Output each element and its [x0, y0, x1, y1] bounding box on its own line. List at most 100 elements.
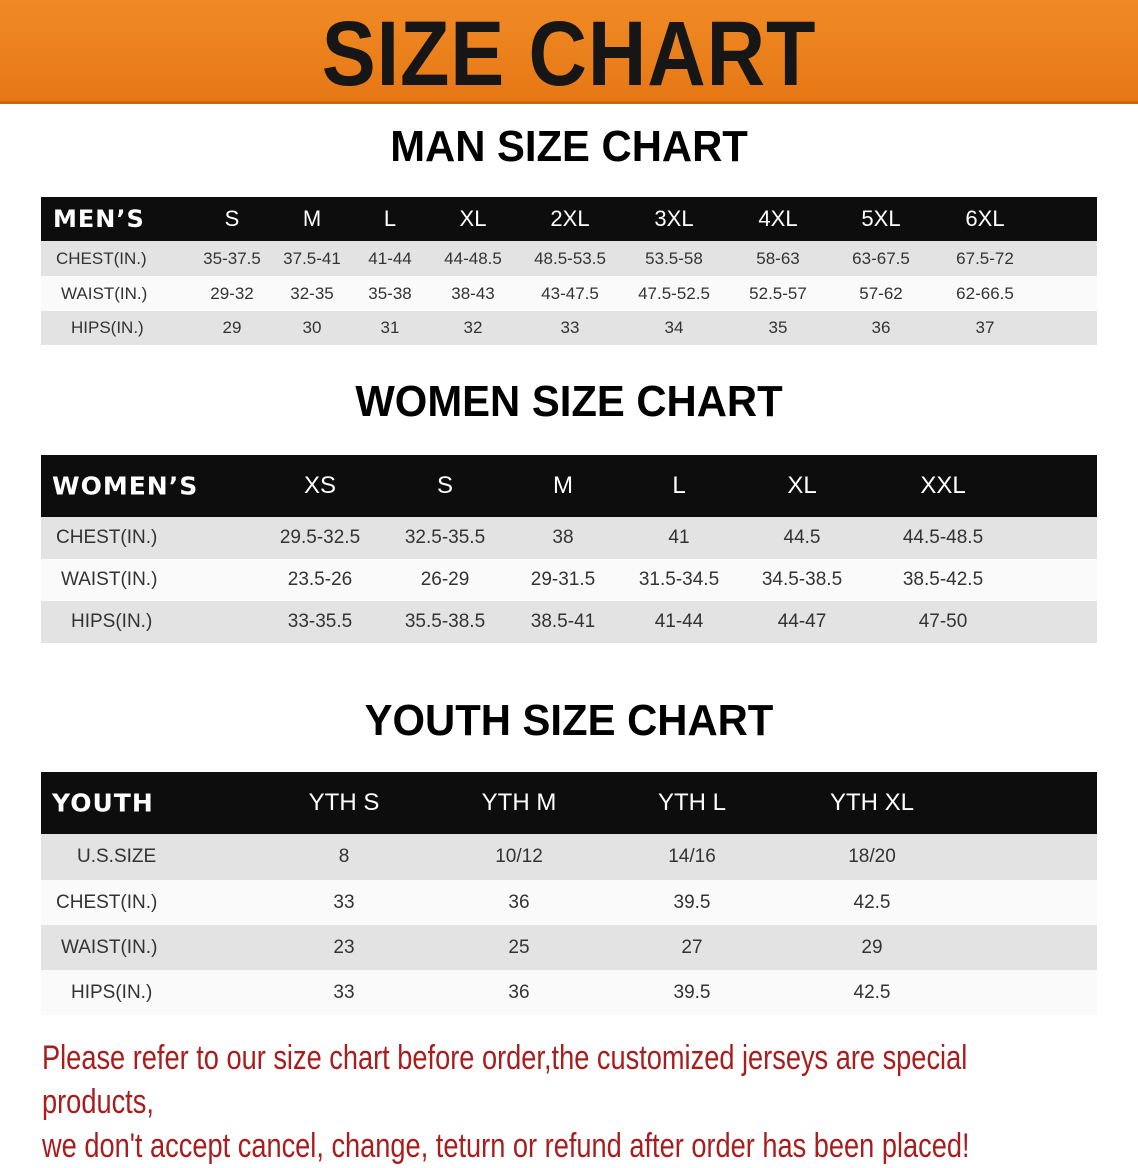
measurement-cell: 67.5-72	[956, 248, 1014, 268]
row-label: HIPS(IN.)	[71, 611, 153, 632]
measurement-cell: 33	[333, 891, 355, 913]
measurement-cell: 27	[681, 936, 703, 958]
measurement-cell: 42.5	[853, 891, 891, 913]
row-label: U.S.SIZE	[77, 846, 157, 867]
table-row: CHEST(IN.) 29.5-32.5 32.5-35.5 38 41 44.5 44.5…	[41, 517, 1097, 559]
table-header-row: MEN’S S M L XL 2XL 3XL 4XL 5XL 6XL	[41, 197, 1097, 241]
measurement-cell: 33	[333, 981, 355, 1003]
row-label: CHEST(IN.)	[56, 248, 147, 268]
measurement-cell: 29.5-32.5	[279, 527, 361, 548]
size-column-header: 3XL	[654, 206, 694, 231]
size-column-header: L	[383, 206, 397, 231]
size-column-header: S	[436, 472, 454, 499]
table-category-label: MEN’S	[53, 205, 145, 233]
measurement-cell: 37	[975, 318, 995, 337]
order-notice: Please refer to our size chart before or…	[42, 1036, 1082, 1168]
size-column-header: 6XL	[965, 206, 1005, 231]
size-column-header: 4XL	[758, 206, 798, 231]
table-row: HIPS(IN.) 29 30 31 32 33 34 35 36 37	[41, 311, 1097, 345]
measurement-cell: 63-67.5	[852, 248, 910, 268]
measurement-cell: 29	[222, 318, 242, 337]
measurement-cell: 36	[871, 318, 891, 337]
measurement-cell: 43-47.5	[541, 283, 599, 303]
measurement-cell: 52.5-57	[749, 283, 807, 303]
banner: SIZE CHART	[0, 0, 1138, 105]
size-column-header: XS	[303, 472, 337, 499]
measurement-cell: 48.5-53.5	[534, 248, 606, 268]
size-column-header: M	[553, 472, 573, 499]
size-column-header: XXL	[920, 472, 966, 499]
men-section-title: MAN SIZE CHART	[390, 122, 748, 171]
measurement-cell: 32.5-35.5	[404, 527, 486, 548]
size-column-header: YTH S	[308, 789, 380, 816]
measurement-cell: 29	[861, 936, 883, 958]
size-column-header: YTH XL	[829, 789, 915, 816]
measurement-cell: 8	[338, 846, 350, 867]
women-section-title: WOMEN SIZE CHART	[355, 377, 783, 426]
youth-size-table: YOUTH YTH S YTH M YTH L YTH XL U.S.SIZE 8 10/12…	[41, 772, 1097, 1015]
measurement-cell: 44.5-48.5	[902, 527, 984, 548]
size-column-header: 2XL	[550, 206, 590, 231]
measurement-cell: 10/12	[495, 846, 543, 867]
measurement-cell: 41-44	[368, 248, 412, 268]
row-label: HIPS(IN.)	[71, 318, 144, 337]
measurement-cell: 32-35	[290, 283, 334, 303]
youth-section-title: YOUTH SIZE CHART	[364, 696, 774, 745]
size-column-header: S	[224, 206, 240, 231]
measurement-cell: 36	[508, 981, 530, 1003]
measurement-cell: 35-37.5	[203, 248, 261, 268]
measurement-cell: 26-29	[420, 569, 470, 590]
measurement-cell: 41-44	[654, 611, 704, 632]
table-row: WAIST(IN.) 23.5-26 26-29 29-31.5 31.5-34.5 34…	[41, 559, 1097, 601]
row-label: WAIST(IN.)	[61, 569, 158, 590]
measurement-cell: 23	[333, 936, 355, 958]
measurement-cell: 34	[664, 318, 684, 337]
measurement-cell: 30	[302, 318, 322, 337]
women-size-table: WOMEN’S XS S M L XL XXL CHEST(IN.) 29.5-32.5 32.5…	[41, 455, 1097, 643]
measurement-cell: 35	[768, 318, 788, 337]
measurement-cell: 44-47	[777, 611, 827, 632]
measurement-cell: 31	[380, 318, 400, 337]
measurement-cell: 53.5-58	[645, 248, 703, 268]
table-row: CHEST(IN.) 35-37.5 37.5-41 41-44 44-48.5 48.5…	[41, 241, 1097, 276]
measurement-cell: 58-63	[756, 248, 800, 268]
notice-line-2: we don't accept cancel, change, teturn o…	[42, 1127, 970, 1165]
measurement-cell: 57-62	[859, 283, 903, 303]
measurement-cell: 31.5-34.5	[638, 569, 720, 590]
measurement-cell: 44-48.5	[444, 248, 502, 268]
measurement-cell: 47-50	[918, 611, 968, 632]
measurement-cell: 47.5-52.5	[638, 283, 710, 303]
measurement-cell: 38.5-42.5	[902, 569, 984, 590]
table-row: CHEST(IN.) 33 36 39.5 42.5	[41, 880, 1097, 925]
measurement-cell: 38	[552, 527, 574, 548]
men-size-table: MEN’S S M L XL 2XL 3XL 4XL 5XL 6XL CHEST(IN.) 35-37…	[41, 197, 1097, 345]
measurement-cell: 25	[508, 936, 530, 958]
size-column-header: XL	[459, 206, 487, 231]
size-column-header: 5XL	[861, 206, 901, 231]
row-label: CHEST(IN.)	[56, 891, 158, 913]
measurement-cell: 29-32	[210, 283, 254, 303]
measurement-cell: 39.5	[673, 891, 711, 913]
measurement-cell: 14/16	[668, 846, 716, 867]
table-header-row: YOUTH YTH S YTH M YTH L YTH XL	[41, 772, 1097, 834]
measurement-cell: 35-38	[368, 283, 412, 303]
measurement-cell: 18/20	[848, 846, 896, 867]
measurement-cell: 23.5-26	[287, 569, 353, 590]
row-label: CHEST(IN.)	[56, 527, 158, 548]
table-row: WAIST(IN.) 29-32 32-35 35-38 38-43 43-47.5 47.…	[41, 276, 1097, 311]
size-column-header: L	[672, 472, 686, 499]
measurement-cell: 33	[560, 318, 580, 337]
measurement-cell: 33-35.5	[287, 611, 353, 632]
measurement-cell: 38-43	[451, 283, 495, 303]
table-row: HIPS(IN.) 33-35.5 35.5-38.5 38.5-41 41-44 44-…	[41, 601, 1097, 643]
size-column-header: YTH L	[657, 789, 727, 816]
measurement-cell: 36	[508, 891, 530, 913]
measurement-cell: 37.5-41	[283, 248, 341, 268]
measurement-cell: 41	[668, 527, 690, 548]
row-label: WAIST(IN.)	[61, 283, 148, 303]
table-category-label: WOMEN’S	[52, 471, 199, 501]
size-column-header: XL	[787, 472, 817, 499]
table-row: U.S.SIZE 8 10/12 14/16 18/20	[41, 834, 1097, 880]
measurement-cell: 62-66.5	[956, 283, 1014, 303]
measurement-cell: 29-31.5	[530, 569, 596, 590]
